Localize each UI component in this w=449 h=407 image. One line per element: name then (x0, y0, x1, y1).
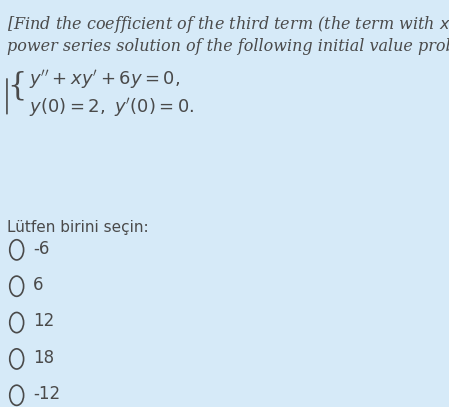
Text: [Find the coefficient of the third term (the term with $x^2$) in the: [Find the coefficient of the third term … (7, 13, 449, 36)
Text: {: { (7, 70, 26, 101)
Text: Lütfen birini seçin:: Lütfen birini seçin: (7, 219, 149, 234)
Text: $y'' + xy' + 6y = 0,$: $y'' + xy' + 6y = 0,$ (29, 68, 180, 91)
Text: -12: -12 (33, 385, 61, 403)
Text: 12: 12 (33, 312, 55, 330)
Text: 18: 18 (33, 349, 54, 367)
Text: power series solution of the following initial value problem].: power series solution of the following i… (7, 38, 449, 55)
Text: 6: 6 (33, 276, 44, 294)
Text: $y(0) = 2,\ y'(0) = 0.$: $y(0) = 2,\ y'(0) = 0.$ (29, 96, 194, 119)
Text: -6: -6 (33, 240, 50, 258)
